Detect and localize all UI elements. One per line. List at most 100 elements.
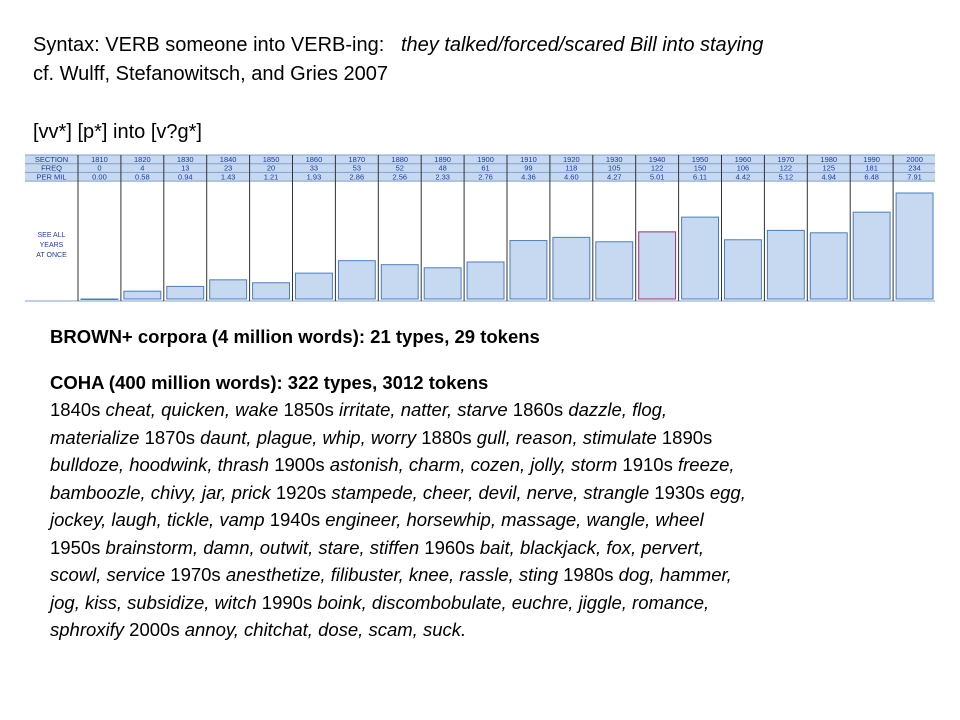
decade-label: 1990s [256, 591, 318, 613]
decade-label: 1850s [278, 399, 340, 420]
freq-data-label: 23 [224, 164, 232, 173]
query-line: [vv*] [p*] into [v?g*] [33, 121, 202, 143]
decade-label: 1940s [264, 509, 326, 530]
decade-tick-label: 1870 [349, 155, 366, 164]
freq-data-label: 122 [651, 164, 664, 173]
decade-label: 1860s [507, 399, 569, 420]
freq-data-label: 53 [353, 164, 361, 173]
bar-1870 [337, 260, 376, 300]
coha-summary: COHA (400 million words): 322 types, 301… [50, 371, 489, 393]
decade-tick-label: 1980 [820, 155, 837, 164]
freq-data-label: 33 [310, 164, 318, 173]
bar-1990 [852, 211, 891, 300]
decade-tick-label: 1930 [606, 155, 623, 164]
decade-tick-label: 1810 [91, 155, 108, 164]
freq-data-label: 122 [780, 164, 793, 173]
per-mil-data-label: 0.58 [135, 172, 150, 181]
row-label: SECTION [35, 155, 68, 164]
freq-data-label: 48 [438, 164, 446, 173]
see-all-years-link: AT ONCE [36, 252, 67, 259]
freq-data-label: 99 [524, 164, 532, 173]
decade-tick-label: 1820 [134, 155, 151, 164]
freq-data-label: 4 [140, 164, 144, 173]
decade-label: 1960s [419, 536, 480, 558]
verb-list: stampede, cheer, devil, nerve, strangle [331, 481, 650, 503]
coha-line: 1950s brainstorm, damn, outwit, stare, s… [50, 534, 930, 562]
verb-list: irritate, natter, starve [339, 399, 508, 420]
bar-1890 [423, 267, 462, 300]
decade-label: 1910s [617, 454, 678, 475]
verb-list: annoy, chitchat, dose, scam, suck. [184, 619, 467, 640]
coha-line: bamboozle, chivy, jar, prick 1920s stamp… [50, 479, 930, 507]
bar-1850 [252, 282, 291, 300]
decade-tick-label: 1850 [263, 155, 280, 164]
verb-list: astonish, charm, cozen, jolly, storm [329, 454, 618, 475]
coha-line: bulldoze, hoodwink, thrash 1900s astonis… [50, 451, 930, 479]
row-label: PER MIL [36, 172, 66, 181]
bar-1930 [595, 241, 634, 300]
verb-list: egg, [709, 481, 746, 503]
bar-1960 [724, 239, 762, 300]
freq-data-label: 125 [822, 164, 835, 173]
decade-tick-label: 1830 [177, 155, 194, 164]
decade-tick-label: 1970 [778, 155, 795, 164]
syntax-line: Syntax: VERB someone into VERB-ing: they… [33, 33, 763, 57]
decade-tick-label: 1840 [220, 155, 237, 164]
decade-label: 1870s [139, 426, 201, 448]
brown-summary: BROWN+ corpora (4 million words): 21 typ… [50, 326, 540, 347]
verb-list: sphroxify [50, 619, 125, 640]
per-mil-data-label: 6.48 [864, 172, 879, 181]
per-mil-data-label: 4.42 [736, 172, 751, 181]
row-label: FREQ [41, 164, 62, 173]
decade-label: 2000s [124, 619, 185, 640]
freq-data-label: 118 [565, 164, 577, 173]
coha-verb-list: 1840s cheat, quicken, wake 1850s irritat… [50, 396, 930, 644]
verb-list: bait, blackjack, fox, pervert, [479, 536, 704, 558]
decade-tick-label: 1910 [520, 155, 537, 164]
freq-data-label: 181 [865, 164, 878, 173]
freq-data-label: 234 [908, 164, 921, 173]
verb-list: daunt, plague, whip, worry [200, 426, 417, 448]
per-mil-data-label: 2.76 [478, 172, 493, 181]
per-mil-data-label: 7.91 [907, 172, 922, 181]
decade-tick-label: 1920 [563, 155, 580, 164]
per-mil-data-label: 2.33 [435, 172, 450, 181]
verb-list: scowl, service [50, 564, 166, 585]
per-mil-data-label: 1.93 [307, 172, 322, 181]
freq-data-label: 106 [737, 164, 750, 173]
freq-data-label: 13 [181, 164, 189, 173]
verb-list: freeze, [677, 454, 735, 475]
verb-list: engineer, horsewhip, massage, wangle, wh… [325, 509, 704, 530]
verb-list: brainstorm, damn, outwit, stare, stiffen [105, 536, 420, 558]
verb-list: jog, kiss, subsidize, witch [50, 591, 257, 613]
verb-list: anesthetize, filibuster, knee, rassle, s… [225, 564, 558, 585]
per-mil-data-label: 4.27 [607, 172, 622, 181]
per-mil-data-label: 1.21 [264, 172, 279, 181]
per-mil-data-label: 4.36 [521, 172, 536, 181]
decade-label: 1840s [50, 399, 106, 420]
decade-tick-label: 1900 [477, 155, 494, 164]
coha-line: 1840s cheat, quicken, wake 1850s irritat… [50, 396, 930, 424]
verb-list: cheat, quicken, wake [105, 399, 279, 420]
bar-1880 [380, 264, 419, 300]
see-all-years-link: SEE ALL [37, 232, 65, 239]
bar-1830 [166, 285, 205, 300]
per-mil-data-label: 4.60 [564, 172, 579, 181]
per-mil-data-label: 4.94 [821, 172, 836, 181]
decade-tick-label: 1940 [649, 155, 666, 164]
coha-line: scowl, service 1970s anesthetize, filibu… [50, 561, 930, 589]
bar-1980 [809, 232, 848, 300]
decade-label: 1920s [270, 481, 332, 503]
verb-list: dog, hammer, [618, 564, 732, 585]
see-all-years-link: YEARS [40, 242, 64, 249]
decade-tick-label: 1950 [692, 155, 709, 164]
per-mil-data-label: 1.43 [221, 172, 236, 181]
decade-tick-label: 1860 [306, 155, 323, 164]
verb-list: materialize [50, 426, 140, 448]
freq-data-label: 105 [608, 164, 621, 173]
verb-list: bamboozle, chivy, jar, prick [50, 481, 271, 503]
bar-2000 [895, 192, 934, 300]
verb-list: dazzle, flog, [568, 399, 668, 420]
decade-tick-label: 2000 [906, 155, 923, 164]
